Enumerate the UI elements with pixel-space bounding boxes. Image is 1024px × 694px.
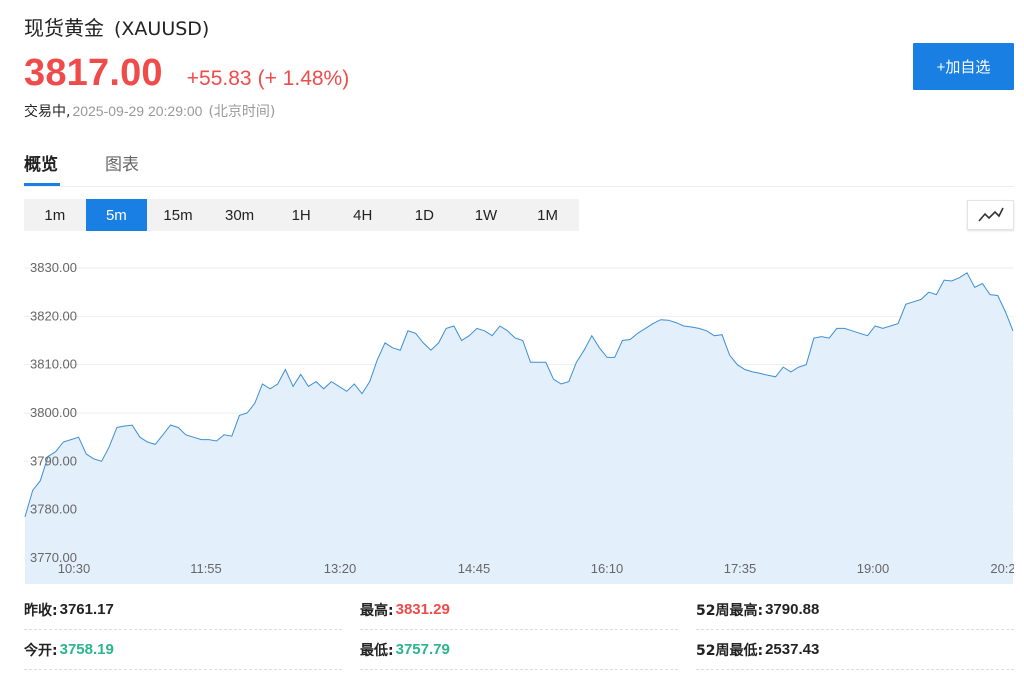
- trading-status: 交易中, 2025-09-29 20:29:00 (北京时间): [24, 101, 275, 121]
- period-30m[interactable]: 30m: [224, 206, 255, 224]
- stat-label: 昨收:: [24, 602, 58, 619]
- period-1w[interactable]: 1W: [474, 206, 498, 224]
- period-1m[interactable]: 1m: [44, 206, 66, 224]
- tab-chart[interactable]: 图表: [105, 155, 139, 175]
- y-tick-label: 3790.00: [30, 453, 77, 468]
- active-tab-indicator: [24, 183, 60, 186]
- price-chart[interactable]: 3830.00 3820.00 3810.00 3800.00 3790.00 3780.…: [24, 244, 1014, 584]
- change-amount: +55.83: [186, 67, 252, 90]
- instrument-title: 现货黄金 (XAUUSD): [24, 12, 209, 41]
- tab-bar: 概览 图表: [24, 140, 1014, 187]
- period-1d[interactable]: 1D: [414, 206, 434, 224]
- stat-label: 最低:: [360, 642, 394, 659]
- stat-label: 52周最高:: [696, 602, 764, 619]
- stat-value: 3758.19: [59, 641, 114, 658]
- y-tick-label: 3770.00: [30, 550, 77, 565]
- period-5m[interactable]: 5m: [85, 199, 148, 231]
- update-time: 2025-09-29 20:29:00: [72, 103, 203, 119]
- stat-value: 2537.43: [765, 641, 820, 658]
- x-tick-label: 11:55: [190, 561, 222, 576]
- x-tick-label: 20:2: [990, 561, 1014, 576]
- y-tick-label: 3820.00: [30, 308, 77, 323]
- stat-value: 3761.17: [59, 601, 114, 618]
- stat-52w-high: 52周最高: 3790.88: [696, 590, 1014, 630]
- stat-value: 3757.79: [395, 641, 450, 658]
- x-tick-label: 13:20: [324, 561, 357, 576]
- status-text: 交易中,: [24, 104, 71, 120]
- stat-value: 3790.88: [765, 601, 820, 618]
- stat-open: 今开: 3758.19: [24, 630, 342, 670]
- x-tick-label: 16:10: [591, 561, 624, 576]
- line-chart-icon: [977, 207, 1004, 222]
- add-to-watchlist-button[interactable]: +加自选: [913, 43, 1014, 90]
- change-percent: (+ 1.48%): [257, 67, 350, 90]
- price-change: +55.83 (+ 1.48%): [187, 67, 349, 91]
- y-tick-label: 3780.00: [30, 502, 77, 517]
- period-1mo[interactable]: 1M: [537, 206, 558, 224]
- tab-overview[interactable]: 概览: [24, 155, 58, 175]
- y-tick-label: 3810.00: [30, 357, 77, 372]
- period-15m[interactable]: 15m: [163, 206, 193, 224]
- price-row: 3817.00 +55.83 (+ 1.48%): [24, 52, 349, 95]
- stat-label: 今开:: [24, 642, 58, 659]
- timezone-label: (北京时间): [208, 104, 276, 120]
- x-tick-label: 14:45: [458, 561, 491, 576]
- instrument-name: 现货黄金: [24, 16, 104, 40]
- y-tick-label: 3830.00: [30, 260, 77, 275]
- current-price: 3817.00: [24, 52, 163, 94]
- stat-label: 最高:: [360, 602, 394, 619]
- stat-value: 3831.29: [395, 601, 450, 618]
- y-tick-label: 3800.00: [30, 405, 77, 420]
- instrument-symbol: (XAUUSD): [114, 18, 210, 40]
- x-tick-label: 10:30: [58, 561, 91, 576]
- stat-label: 52周最低:: [696, 642, 764, 659]
- x-tick-label: 19:00: [857, 561, 890, 576]
- x-tick-label: 17:35: [724, 561, 757, 576]
- stat-low: 最低: 3757.79: [360, 630, 678, 670]
- period-selector: 1m 5m 15m 30m 1H 4H 1D 1W 1M: [24, 199, 579, 231]
- price-chart-svg: 3830.00 3820.00 3810.00 3800.00 3790.00 3780.…: [24, 244, 1014, 584]
- stat-prev-close: 昨收: 3761.17: [24, 590, 342, 630]
- period-4h[interactable]: 4H: [353, 206, 373, 224]
- price-area: [25, 272, 1013, 584]
- chart-type-button[interactable]: [967, 200, 1014, 230]
- stat-52w-low: 52周最低: 2537.43: [696, 630, 1014, 670]
- stat-high: 最高: 3831.29: [360, 590, 678, 630]
- period-1h[interactable]: 1H: [291, 206, 311, 224]
- price-line: [24, 272, 1014, 518]
